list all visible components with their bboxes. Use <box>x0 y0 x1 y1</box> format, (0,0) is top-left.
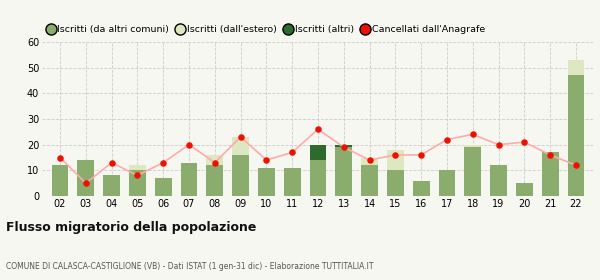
Bar <box>387 150 404 170</box>
Legend: Iscritti (da altri comuni), Iscritti (dall'estero), Iscritti (altri), Cancellati: Iscritti (da altri comuni), Iscritti (da… <box>47 25 485 34</box>
Point <box>262 158 271 162</box>
Bar <box>464 145 481 147</box>
Point <box>236 135 245 139</box>
Bar <box>439 170 455 196</box>
Bar <box>413 181 430 196</box>
Point <box>133 173 142 178</box>
Bar <box>361 157 378 165</box>
Point <box>287 150 297 155</box>
Bar <box>490 165 507 196</box>
Point <box>55 155 65 160</box>
Bar <box>568 60 584 75</box>
Point <box>339 145 349 150</box>
Point <box>210 160 220 165</box>
Point <box>158 160 168 165</box>
Point <box>81 181 91 185</box>
Point <box>416 153 426 157</box>
Bar <box>361 165 378 196</box>
Bar <box>232 155 249 196</box>
Bar <box>103 176 120 196</box>
Bar <box>335 145 352 147</box>
Bar <box>464 147 481 196</box>
Point <box>545 153 555 157</box>
Bar <box>258 168 275 196</box>
Bar <box>568 75 584 196</box>
Point <box>494 143 503 147</box>
Bar <box>206 165 223 196</box>
Point <box>391 153 400 157</box>
Bar <box>310 160 326 196</box>
Bar <box>181 163 197 196</box>
Bar <box>542 152 559 196</box>
Bar <box>206 155 223 165</box>
Text: COMUNE DI CALASCA-CASTIGLIONE (VB) - Dati ISTAT (1 gen-31 dic) - Elaborazione TU: COMUNE DI CALASCA-CASTIGLIONE (VB) - Dat… <box>6 262 373 271</box>
Text: Flusso migratorio della popolazione: Flusso migratorio della popolazione <box>6 221 256 234</box>
Point <box>468 132 478 137</box>
Bar <box>335 147 352 196</box>
Bar <box>387 170 404 196</box>
Point <box>365 158 374 162</box>
Bar <box>77 160 94 196</box>
Bar <box>284 168 301 196</box>
Point <box>313 127 323 132</box>
Bar <box>232 137 249 155</box>
Point <box>107 160 116 165</box>
Point <box>571 163 581 167</box>
Bar <box>516 183 533 196</box>
Bar <box>52 165 68 196</box>
Point <box>442 137 452 142</box>
Bar <box>155 178 172 196</box>
Point <box>520 140 529 144</box>
Bar <box>310 145 326 160</box>
Bar <box>129 165 146 170</box>
Point <box>184 143 194 147</box>
Bar <box>129 170 146 196</box>
